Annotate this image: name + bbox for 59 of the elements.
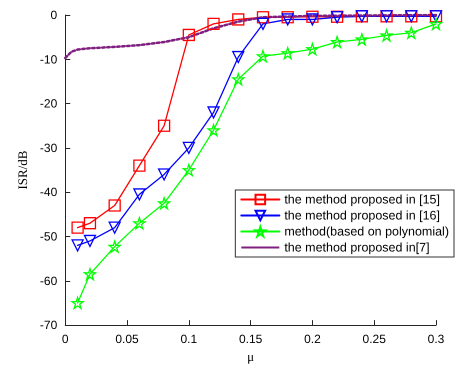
point bbox=[306, 42, 319, 56]
y-tick-label: -10 bbox=[40, 52, 58, 66]
point bbox=[380, 29, 393, 42]
x-axis-title: μ bbox=[247, 349, 254, 364]
point bbox=[232, 50, 244, 64]
point bbox=[282, 46, 294, 60]
x-tick-label: 0.1 bbox=[180, 332, 198, 346]
y-tick-label: 0 bbox=[50, 8, 58, 22]
y-tick-label: -70 bbox=[40, 318, 58, 332]
y-tick-label: -60 bbox=[40, 274, 58, 288]
y-tick-label: -50 bbox=[40, 230, 58, 244]
legend-label: the method proposed in [15] bbox=[284, 192, 440, 206]
point bbox=[71, 221, 84, 234]
x-tick-label: 0.05 bbox=[115, 332, 140, 346]
point bbox=[430, 18, 442, 30]
point bbox=[108, 240, 121, 253]
point bbox=[133, 159, 146, 172]
point bbox=[256, 50, 270, 62]
point bbox=[207, 106, 220, 119]
point bbox=[405, 26, 418, 39]
point bbox=[84, 217, 96, 230]
point bbox=[282, 11, 294, 24]
x-tick-label: 0.15 bbox=[238, 332, 263, 346]
y-axis-title: ISR/dB bbox=[15, 150, 30, 190]
point bbox=[356, 33, 368, 46]
point bbox=[84, 234, 96, 248]
point bbox=[282, 13, 294, 26]
y-tick-label: -30 bbox=[40, 140, 58, 155]
point bbox=[133, 188, 146, 201]
point bbox=[207, 124, 220, 136]
y-tick-label: -40 bbox=[40, 185, 58, 200]
x-tick-label: 0.25 bbox=[362, 332, 386, 346]
point bbox=[306, 10, 319, 23]
point bbox=[182, 28, 195, 42]
legend-label: the method proposed in[7] bbox=[284, 240, 430, 254]
point bbox=[158, 168, 170, 181]
point bbox=[207, 18, 220, 30]
legend-label: the method proposed in [16] bbox=[284, 208, 440, 222]
x-tick-label: 0.3 bbox=[428, 332, 445, 346]
point bbox=[232, 13, 244, 26]
point bbox=[108, 199, 121, 212]
point bbox=[182, 164, 195, 176]
point bbox=[182, 142, 195, 154]
point bbox=[256, 11, 270, 24]
point bbox=[108, 221, 121, 234]
legend-label: method(based on polynomial) bbox=[284, 224, 450, 238]
point bbox=[71, 239, 84, 252]
point bbox=[71, 296, 84, 310]
point bbox=[158, 197, 170, 210]
point bbox=[232, 73, 244, 86]
point bbox=[158, 120, 170, 132]
y-tick-label: -20 bbox=[40, 96, 58, 111]
point bbox=[256, 18, 270, 30]
point bbox=[306, 13, 319, 26]
point bbox=[330, 36, 344, 48]
point bbox=[84, 268, 96, 280]
point bbox=[133, 217, 146, 230]
x-tick-label: 0.2 bbox=[304, 332, 322, 346]
x-tick-label: 0 bbox=[62, 332, 69, 346]
